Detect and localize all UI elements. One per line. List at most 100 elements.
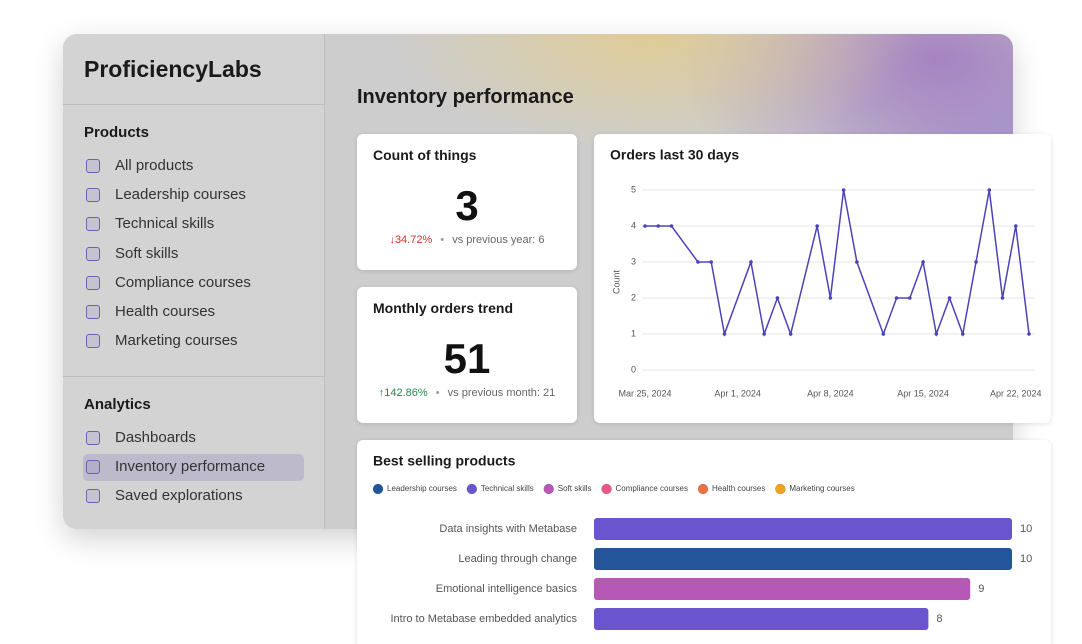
legend-swatch [372,483,384,495]
data-point [960,332,965,336]
chart-title: Best selling products [373,453,516,469]
y-tick-label: 1 [631,328,636,338]
section-title: Analytics [84,396,151,413]
nav-icon [86,159,100,173]
data-point [921,260,925,264]
bar [594,518,1012,540]
nav-item[interactable]: Leadership courses [115,186,246,204]
kpi-value: 51 [443,335,491,382]
nav-icon [86,431,100,445]
legend-swatch [775,483,786,495]
legend-label: Leadership courses [387,484,457,493]
nav-icon [86,246,100,261]
kpi-value: 3 [455,182,479,229]
y-tick-label: 0 [631,364,636,374]
category-label: Emotional intelligence basics [436,583,578,595]
nav-item[interactable]: All products [115,157,194,174]
bar [594,548,1012,570]
nav-icon [86,275,100,290]
sidebar: ProficiencyLabs Products All products Lead… [63,34,325,529]
data-point [722,332,727,336]
x-tick-label: Apr 1, 2024 [714,388,761,398]
kpi-change: 34.72% [394,234,433,246]
y-axis-label: Count [611,270,621,295]
data-point [1000,296,1005,300]
nav-icon [86,217,100,232]
category-label: Leading through change [458,553,577,565]
data-point [828,296,833,300]
active-highlight [83,454,304,482]
value-label: 10 [1020,523,1032,535]
category-label: Intro to Metabase embedded analytics [390,613,577,625]
data-point [974,260,978,264]
bar [594,578,971,600]
legend-swatch [466,483,478,495]
kpi-card [357,287,577,423]
kpi-comparison-row: ↑142.86% • vs previous month: 21 [357,387,577,399]
y-tick-label: 4 [631,220,636,230]
y-tick-label: 2 [631,292,636,302]
legend-swatch [697,483,709,495]
card-title: Count of things [373,147,477,163]
nav-item[interactable]: Dashboards [115,429,196,446]
nav-item[interactable]: Inventory performance [115,458,266,476]
y-tick-label: 3 [631,256,636,266]
legend-swatch [543,483,554,495]
kpi-change: 142.86% [384,387,428,399]
legend-label: Health courses [712,484,765,493]
data-point [1013,224,1018,228]
nav-icon [86,489,100,504]
nav-icon [86,188,100,203]
data-point [643,224,647,228]
legend-label: Technical skills [481,484,534,493]
data-point [656,224,661,228]
value-label: 8 [936,613,942,625]
data-point [908,296,912,300]
category-label: Data insights with Metabase [439,523,577,535]
nav-icon [86,305,100,319]
separator: • [437,234,448,246]
data-point [709,260,714,264]
line-series [645,189,1030,337]
page-title: Inventory performance [357,86,574,108]
kpi-card [357,134,577,270]
data-point [894,296,899,300]
data-point [749,260,753,264]
trend-arrow: ↓ [389,234,395,246]
x-tick-label: Apr 22, 2024 [990,388,1042,398]
legend-swatch [601,483,612,495]
data-point [788,332,793,336]
x-tick-label: Apr 15, 2024 [897,388,949,398]
divider [63,376,324,377]
data-point [881,332,886,336]
nav-icon [86,460,100,475]
data-point [775,296,780,300]
value-label: 9 [978,583,984,595]
data-point [696,260,700,264]
card-title: Monthly orders trend [373,300,514,316]
kpi-comparison: vs previous year: 6 [452,234,545,246]
bar [594,608,929,630]
chart-title: Orders last 30 days [610,147,739,163]
brand: ProficiencyLabs [84,56,262,82]
data-point [841,188,846,192]
data-point [934,332,939,336]
data-point [855,260,859,264]
nav-item[interactable]: Soft skills [115,244,179,262]
kpi-comparison: vs previous month: 21 [447,387,556,399]
nav-item[interactable]: Compliance courses [115,273,251,291]
legend-label: Compliance courses [616,484,688,493]
data-point [987,188,992,192]
nav-item[interactable]: Saved explorations [115,487,243,505]
legend-label: Soft skills [558,484,592,493]
divider [63,104,324,105]
data-point [669,224,674,228]
y-tick-label: 5 [631,184,636,194]
trend-arrow: ↑ [378,387,385,399]
nav-item[interactable]: Health courses [115,303,216,320]
nav-item[interactable]: Technical skills [115,215,215,233]
separator: • [432,387,443,399]
nav-item[interactable]: Marketing courses [115,332,238,350]
